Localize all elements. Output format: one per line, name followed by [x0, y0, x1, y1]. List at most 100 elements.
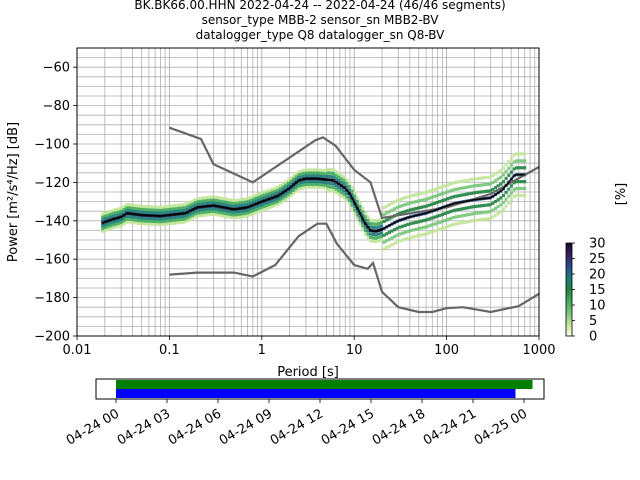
density-cell	[138, 207, 142, 211]
density-cell	[294, 174, 299, 179]
density-cell	[151, 211, 155, 215]
density-cell	[443, 191, 447, 195]
density-cell	[430, 195, 434, 199]
density-cell	[111, 226, 115, 230]
density-cell	[387, 230, 391, 235]
density-cell	[499, 182, 503, 186]
density-cell	[172, 204, 177, 208]
density-cell	[257, 206, 261, 210]
density-cell	[188, 214, 192, 219]
density-cell	[268, 202, 272, 207]
density-cell	[501, 193, 506, 198]
density-cell	[377, 225, 381, 229]
density-cell	[188, 212, 192, 216]
density-cell	[247, 196, 251, 200]
density-cell	[148, 211, 153, 215]
density-cell	[175, 203, 179, 208]
density-cell	[387, 210, 391, 214]
density-cell	[353, 211, 357, 216]
density-cell	[408, 194, 413, 198]
density-cell	[424, 197, 429, 201]
density-cell	[379, 217, 383, 221]
title-line-1: BK.BK66.00.HHN 2022-04-24 -- 2022-04-24 …	[134, 0, 506, 12]
density-cell	[263, 190, 267, 194]
density-cell	[488, 203, 492, 207]
density-cell	[292, 185, 296, 190]
density-cell	[281, 196, 285, 200]
density-cell	[217, 202, 222, 206]
density-cell	[509, 184, 514, 188]
density-cell	[451, 188, 455, 192]
density-cell	[231, 201, 235, 205]
density-cell	[286, 190, 291, 194]
density-cell	[512, 167, 516, 171]
density-cell	[111, 211, 115, 215]
density-cell	[332, 171, 336, 176]
density-cell	[101, 212, 105, 216]
density-cell	[188, 206, 192, 210]
density-cell	[422, 205, 426, 209]
density-cell	[217, 196, 222, 200]
density-cell	[379, 231, 383, 235]
density-cell	[170, 210, 174, 214]
density-cell	[270, 199, 275, 203]
density-cell	[273, 189, 277, 193]
density-cell	[393, 200, 397, 204]
density-cell	[390, 201, 394, 205]
density-cell	[477, 183, 482, 187]
density-cell	[353, 194, 357, 198]
density-cell	[146, 210, 150, 215]
density-cell	[371, 225, 376, 230]
density-cell	[127, 214, 131, 218]
density-cell	[122, 216, 126, 220]
density-cell	[358, 208, 362, 212]
density-cell	[321, 168, 325, 173]
density-cell	[475, 218, 479, 222]
density-cell	[260, 208, 264, 212]
density-cell	[109, 215, 113, 219]
density-cell	[308, 171, 312, 175]
density-cell	[339, 187, 344, 191]
y-tick-label: −140	[34, 214, 70, 229]
density-cell	[456, 221, 460, 226]
density-cell	[382, 212, 386, 217]
density-cell	[345, 198, 349, 203]
density-cell	[305, 182, 309, 186]
density-cell	[438, 227, 442, 231]
density-cell	[249, 209, 253, 214]
density-cell	[252, 206, 256, 210]
density-cell	[268, 199, 272, 204]
density-cell	[440, 226, 445, 230]
density-cell	[244, 214, 248, 218]
density-cell	[297, 181, 301, 185]
density-cell	[225, 215, 230, 219]
density-cell	[199, 202, 203, 206]
density-cell	[462, 207, 466, 211]
density-cell	[257, 209, 261, 213]
density-cell	[217, 210, 222, 214]
density-cell	[501, 166, 506, 170]
colorbar-scale	[565, 242, 573, 337]
density-cell	[459, 193, 463, 197]
density-cell	[406, 222, 410, 227]
density-cell	[164, 210, 169, 215]
density-cell	[430, 188, 434, 193]
density-cell	[180, 220, 184, 224]
density-cell	[212, 195, 216, 199]
density-cell	[464, 220, 468, 224]
density-cell	[377, 239, 381, 243]
density-cell	[151, 208, 155, 212]
density-cell	[414, 234, 418, 238]
density-cell	[488, 210, 492, 214]
x-tick-label: 1	[258, 343, 266, 358]
density-cell	[220, 199, 224, 203]
density-cell	[454, 208, 458, 212]
density-cell	[424, 225, 429, 229]
density-cell	[480, 217, 484, 222]
density-cell	[334, 173, 338, 177]
density-cell	[241, 214, 246, 219]
density-cell	[223, 203, 227, 207]
density-cell	[300, 169, 304, 173]
density-cell	[507, 187, 511, 191]
density-cell	[393, 234, 397, 239]
